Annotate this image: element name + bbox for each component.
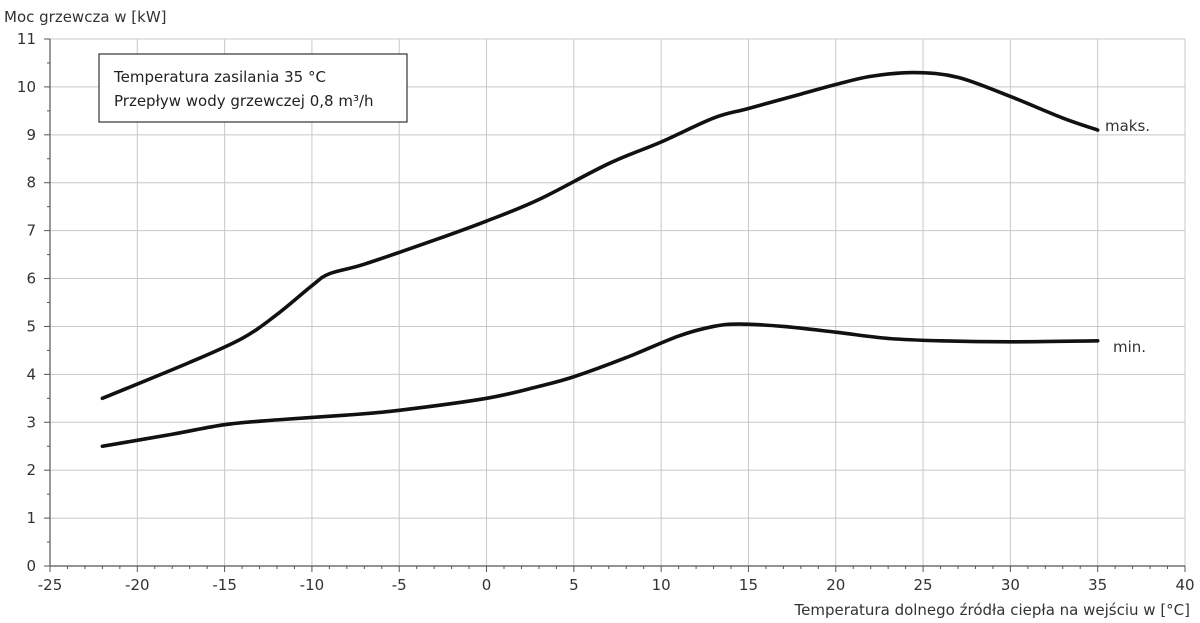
x-tick-label: 35 bbox=[1088, 576, 1107, 594]
x-tick-label: 0 bbox=[482, 576, 492, 594]
series-label-max: maks. bbox=[1105, 117, 1150, 135]
x-tick-label: 25 bbox=[914, 576, 933, 594]
x-tick-label: 40 bbox=[1175, 576, 1194, 594]
legend-box: Temperatura zasilania 35 °C Przepływ wod… bbox=[98, 53, 408, 123]
x-tick-label: 5 bbox=[569, 576, 579, 594]
x-tick-label: 10 bbox=[652, 576, 671, 594]
legend-line-water-flow: Przepływ wody grzewczej 0,8 m³/h bbox=[114, 92, 374, 110]
x-tick-label: -20 bbox=[125, 576, 150, 594]
y-tick-label: 9 bbox=[26, 126, 36, 144]
y-axis-title: Moc grzewcza w [kW] bbox=[4, 8, 167, 26]
y-tick-label: 11 bbox=[17, 30, 36, 48]
ticks: -25 -20 -15 -10 -5 0 5 10 15 20 25 30 35 40 0 1 2 3 4 5 6 7 8 9… bbox=[17, 30, 1195, 594]
x-tick-label: -15 bbox=[212, 576, 237, 594]
y-tick-label: 1 bbox=[26, 509, 36, 527]
x-tick-label: 15 bbox=[739, 576, 758, 594]
y-tick-label: 2 bbox=[26, 461, 36, 479]
series-label-min: min. bbox=[1113, 338, 1146, 356]
y-tick-label: 6 bbox=[26, 270, 36, 288]
x-tick-label: -5 bbox=[392, 576, 407, 594]
grid bbox=[50, 38, 1186, 566]
legend-line-supply-temperature: Temperatura zasilania 35 °C bbox=[113, 68, 326, 86]
series-lines bbox=[100, 70, 1100, 449]
x-tick-label: 20 bbox=[826, 576, 845, 594]
x-tick-label: -25 bbox=[38, 576, 63, 594]
y-tick-label: 5 bbox=[26, 317, 36, 335]
series-line-max bbox=[100, 70, 1100, 401]
x-axis-title: Temperatura dolnego źródła ciepła na wej… bbox=[793, 601, 1190, 619]
x-tick-label: -10 bbox=[300, 576, 325, 594]
series-line-min bbox=[100, 322, 1100, 449]
y-tick-label: 7 bbox=[26, 222, 36, 240]
y-tick-label: 10 bbox=[17, 78, 36, 96]
y-tick-label: 8 bbox=[26, 174, 36, 192]
x-tick-label: 30 bbox=[1001, 576, 1020, 594]
y-tick-label: 4 bbox=[26, 365, 36, 383]
y-tick-label: 0 bbox=[26, 557, 36, 575]
legend-frame bbox=[98, 53, 408, 123]
y-tick-label: 3 bbox=[26, 413, 36, 431]
